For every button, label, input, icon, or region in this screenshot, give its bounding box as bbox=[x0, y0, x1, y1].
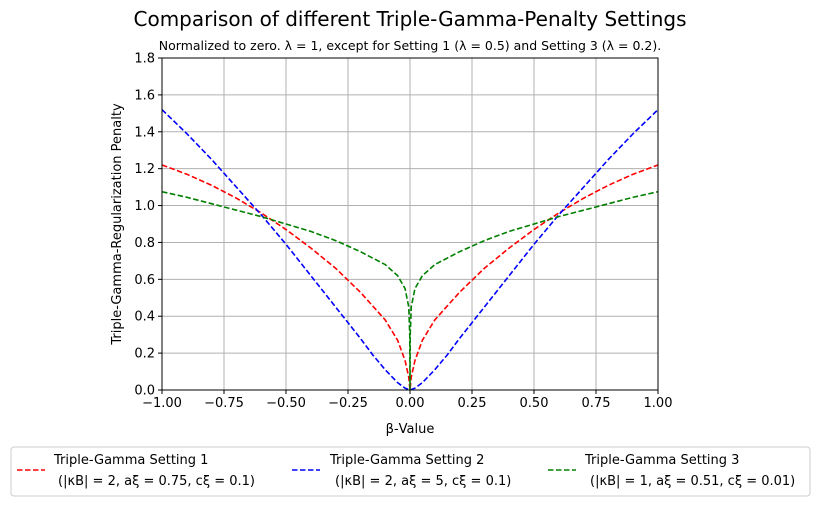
x-tick-label: −0.75 bbox=[204, 396, 244, 411]
grid-lines bbox=[161, 57, 659, 391]
x-axis-label: β-Value bbox=[386, 422, 435, 437]
legend-params-1: (|κB| = 2, aξ = 0.75, cξ = 0.1) bbox=[58, 474, 255, 489]
series-line-2 bbox=[161, 109, 659, 391]
legend-frame bbox=[10, 446, 811, 497]
legend-params-2: (|κB| = 2, aξ = 5, cξ = 0.1) bbox=[335, 474, 511, 489]
x-tick-label: 0.50 bbox=[520, 396, 549, 411]
x-tick-label: 0.75 bbox=[582, 396, 611, 411]
x-tick-label: −0.25 bbox=[328, 396, 368, 411]
y-tick-label: 1.6 bbox=[134, 88, 155, 103]
chart-subtitle: Normalized to zero. λ = 1, except for Se… bbox=[159, 38, 661, 53]
y-tick-label: 1.4 bbox=[134, 125, 155, 140]
x-tick-label: 0.00 bbox=[396, 396, 425, 411]
y-tick-label: 0.0 bbox=[134, 384, 155, 399]
legend-label-3: Triple-Gamma Setting 3 bbox=[584, 453, 739, 468]
y-tick-label: 1.0 bbox=[134, 199, 155, 214]
tick-marks bbox=[158, 57, 659, 394]
y-axis-label: Triple-Gamma-Regularization Penalty bbox=[110, 103, 125, 346]
y-tick-label: 0.6 bbox=[134, 273, 155, 288]
legend-entry-3: Triple-Gamma Setting 3 (|κB| = 1, aξ = 0… bbox=[548, 453, 795, 489]
x-tick-label: 0.25 bbox=[458, 396, 487, 411]
y-tick-label: 1.2 bbox=[134, 162, 155, 177]
legend-entry-2: Triple-Gamma Setting 2 (|κB| = 2, aξ = 5… bbox=[292, 453, 511, 489]
tick-labels: −1.00 −0.75 −0.50 −0.25 0.00 0.25 0.50 0.75 1.00… bbox=[134, 52, 672, 412]
legend-entry-1: Triple-Gamma Setting 1 (|κB| = 2, aξ = 0… bbox=[17, 453, 255, 489]
y-tick-label: 1.8 bbox=[134, 52, 155, 67]
legend-label-2: Triple-Gamma Setting 2 bbox=[329, 453, 484, 468]
chart-title: Comparison of different Triple-Gamma-Pen… bbox=[134, 7, 687, 31]
x-tick-label: −1.00 bbox=[142, 396, 182, 411]
y-tick-label: 0.8 bbox=[134, 236, 155, 251]
x-tick-label: −0.50 bbox=[266, 396, 306, 411]
legend-label-1: Triple-Gamma Setting 1 bbox=[53, 453, 208, 468]
x-tick-label: 1.00 bbox=[644, 396, 673, 411]
y-tick-label: 0.2 bbox=[134, 347, 155, 362]
legend: Triple-Gamma Setting 1 (|κB| = 2, aξ = 0… bbox=[10, 446, 811, 497]
legend-params-3: (|κB| = 1, aξ = 0.51, cξ = 0.01) bbox=[590, 474, 795, 489]
y-tick-label: 0.4 bbox=[134, 310, 155, 325]
